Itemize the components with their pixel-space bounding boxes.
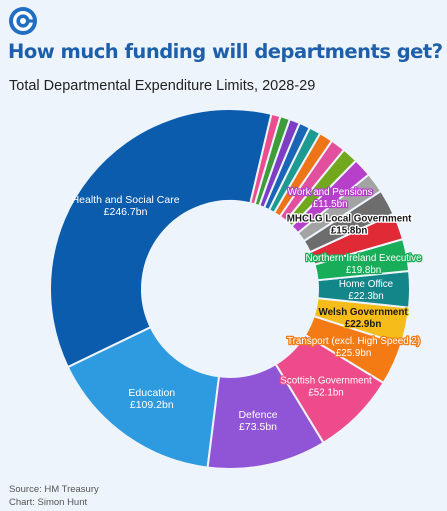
page-title: How much funding will departments get? — [8, 40, 443, 63]
slice-value-health-and-social-care: £246.7bn — [104, 206, 148, 218]
slice-health-and-social-care — [49, 108, 273, 369]
slice-other-10 — [249, 112, 282, 206]
slice-label-transport-excl-high-speed-2: Transport (excl. High Speed 2) — [287, 336, 420, 347]
slice-label-home-office: Home Office — [339, 279, 394, 290]
chart-credit: Chart: Simon Hunt — [9, 496, 88, 508]
donut-chart: Health and Social Care£246.7bnEducation£… — [49, 108, 423, 470]
page-subtitle: Total Departmental Expenditure Limits, 2… — [9, 78, 316, 94]
c-logo-icon — [9, 7, 37, 35]
slice-value-northern-ireland-executive: £19.8bn — [346, 265, 381, 276]
slice-value-home-office: £22.3bn — [348, 291, 383, 302]
slice-label-northern-ireland-executive: Northern Ireland Executive — [306, 253, 423, 264]
slice-value-scottish-government: £52.1bn — [308, 387, 343, 398]
slice-label-defence: Defence — [238, 409, 277, 421]
slice-value-work-and-pensions: £11.5bn — [313, 199, 348, 210]
source-note: Source: HM Treasury — [9, 484, 99, 495]
slice-label-welsh-government: Welsh Government — [319, 307, 409, 318]
slice-label-education: Education — [128, 387, 175, 399]
slice-label-health-and-social-care: Health and Social Care — [72, 194, 180, 206]
slice-label-scottish-government: Scottish Government — [280, 375, 372, 386]
slice-label-work-and-pensions: Work and Pensions — [288, 187, 373, 198]
slice-label-mhclg-local-government: MHCLG Local Government — [287, 213, 412, 224]
footer: Source: HM Treasury Chart: Simon Hunt — [9, 484, 99, 509]
slice-value-mhclg-local-government: £15.8bn — [331, 225, 368, 236]
slice-education — [66, 325, 221, 469]
slice-value-transport-excl-high-speed-2: £25.9bn — [336, 348, 371, 359]
slice-value-welsh-government: £22.9bn — [345, 319, 382, 330]
slice-value-defence: £73.5bn — [239, 421, 277, 433]
slice-value-education: £109.2bn — [130, 399, 174, 411]
